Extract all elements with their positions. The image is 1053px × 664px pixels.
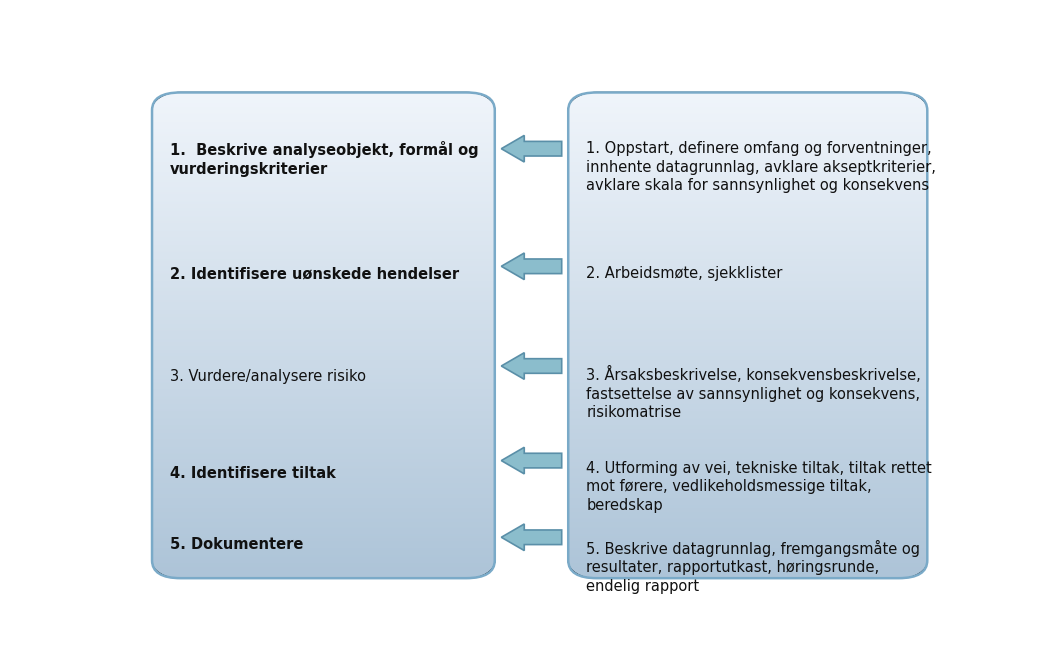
Text: 5. Beskrive datagrunnlag, fremgangsmåte og
resultater, rapportutkast, høringsrun: 5. Beskrive datagrunnlag, fremgangsmåte … <box>587 540 920 594</box>
Polygon shape <box>501 253 561 280</box>
Text: 1. Oppstart, definere omfang og forventninger,
innhente datagrunnlag, avklare ak: 1. Oppstart, definere omfang og forventn… <box>587 141 936 193</box>
Polygon shape <box>501 524 561 550</box>
Text: 2. Arbeidsmøte, sjekklister: 2. Arbeidsmøte, sjekklister <box>587 266 782 282</box>
PathPatch shape <box>152 92 495 578</box>
Text: 1.  Beskrive analyseobjekt, formål og
vurderingskriterier: 1. Beskrive analyseobjekt, formål og vur… <box>170 141 479 177</box>
Polygon shape <box>501 448 561 474</box>
Text: 3. Årsaksbeskrivelse, konsekvensbeskrivelse,
fastsettelse av sannsynlighet og ko: 3. Årsaksbeskrivelse, konsekvensbeskrive… <box>587 366 921 420</box>
Text: 4. Utforming av vei, tekniske tiltak, tiltak rettet
mot førere, vedlikeholdsmess: 4. Utforming av vei, tekniske tiltak, ti… <box>587 461 932 513</box>
Polygon shape <box>501 353 561 379</box>
PathPatch shape <box>569 92 928 578</box>
Text: 4. Identifisere tiltak: 4. Identifisere tiltak <box>170 465 336 481</box>
Polygon shape <box>501 135 561 162</box>
Text: 2. Identifisere uønskede hendelser: 2. Identifisere uønskede hendelser <box>170 266 459 282</box>
Text: 5. Dokumentere: 5. Dokumentere <box>170 537 303 552</box>
Text: 3. Vurdere/analysere risiko: 3. Vurdere/analysere risiko <box>170 369 366 384</box>
